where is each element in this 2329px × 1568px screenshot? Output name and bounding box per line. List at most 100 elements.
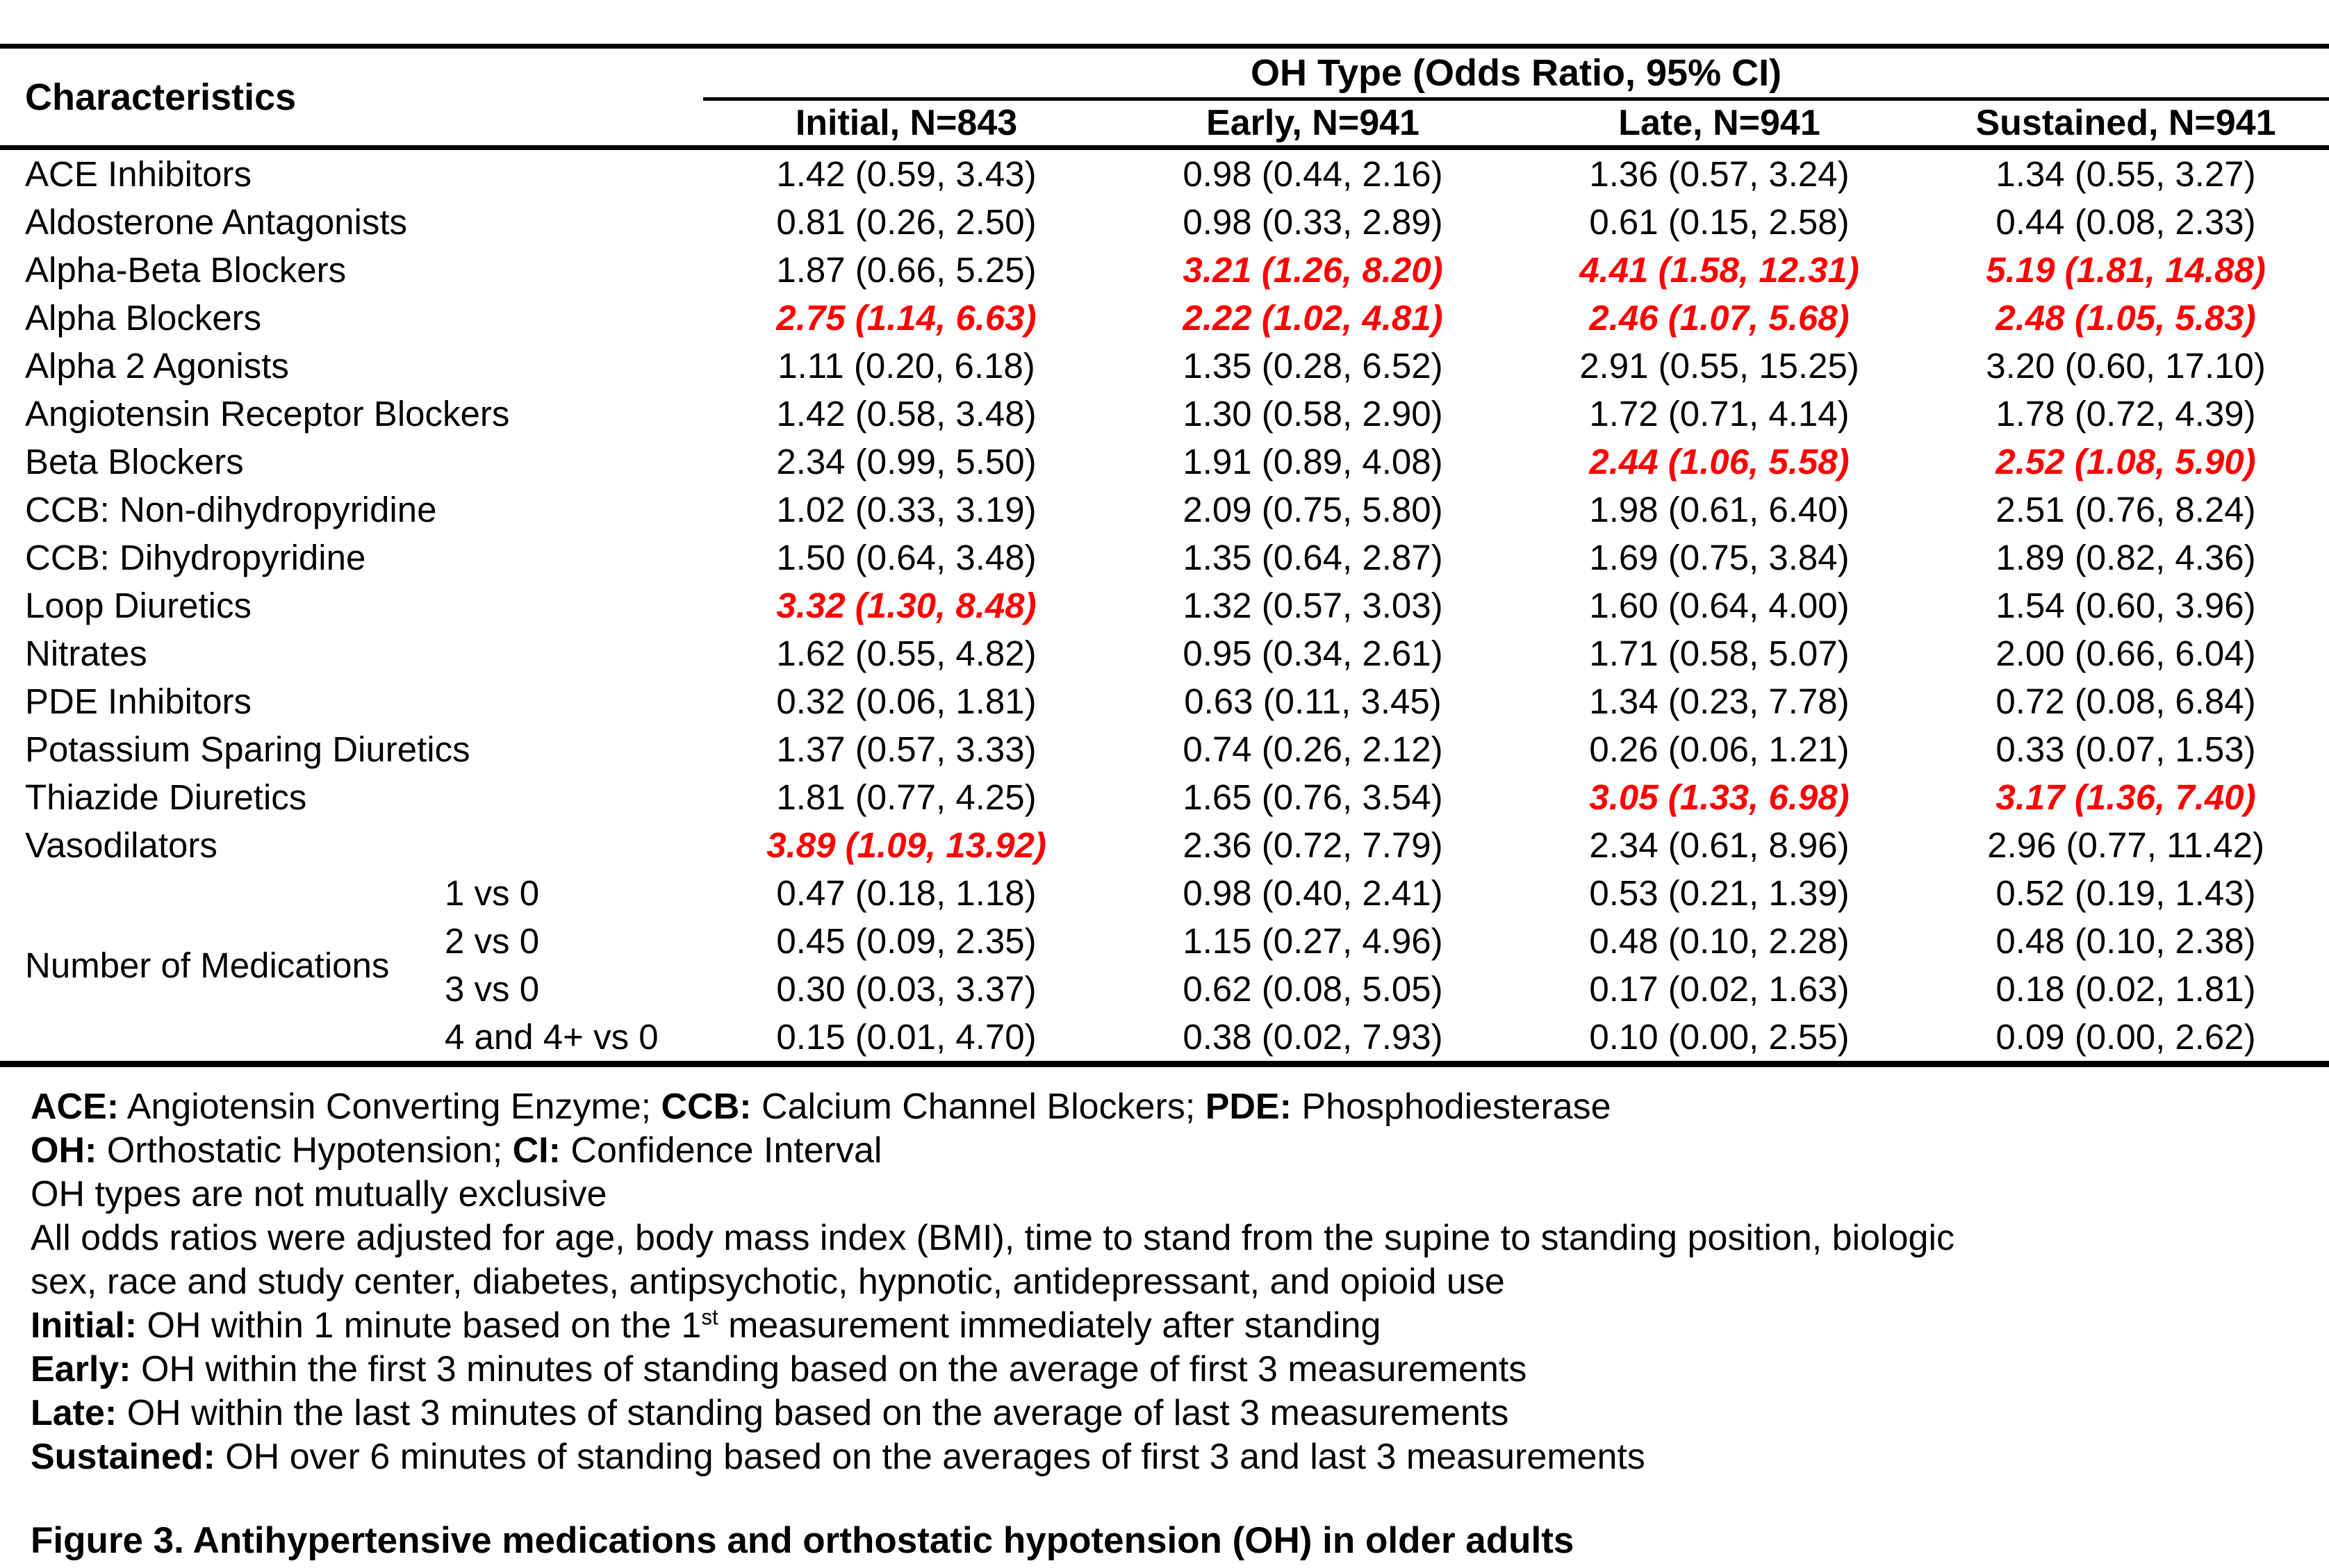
- footnote-text: Calcium Channel Blockers;: [751, 1087, 1205, 1127]
- row-label: Loop Diuretics: [25, 586, 252, 625]
- odds-ratio-value-significant: 2.52 (1.08, 5.90): [1995, 442, 2256, 481]
- footnote-term: OH:: [31, 1130, 97, 1171]
- footnote-text: OH over 6 minutes of standing based on t…: [215, 1437, 1645, 1477]
- odds-ratio-value-significant: 3.89 (1.09, 13.92): [766, 825, 1046, 865]
- row-label: Alpha Blockers: [25, 298, 262, 338]
- odds-ratio-value-significant: 4.41 (1.58, 12.31): [1579, 250, 1859, 290]
- footnote-line: All odds ratios were adjusted for age, b…: [31, 1216, 2329, 1260]
- table-row: PDE Inhibitors 0.32 (0.06, 1.81) 0.63 (0.1…: [0, 677, 2329, 725]
- table-row: Nitrates 1.62 (0.55, 4.82) 0.95 (0.34, 2.6…: [0, 629, 2329, 677]
- footnote-line: sex, race and study center, diabetes, an…: [31, 1260, 2329, 1304]
- odds-ratio-value-significant: 2.75 (1.14, 6.63): [776, 298, 1037, 338]
- odds-ratio-value: 1.78 (0.72, 4.39): [1995, 394, 2256, 434]
- odds-ratio-value: 1.87 (0.66, 5.25): [776, 250, 1037, 290]
- column-header: Early, N=941: [1110, 99, 1516, 150]
- odds-ratio-value: 0.53 (0.21, 1.39): [1589, 873, 1850, 913]
- row-label: Beta Blockers: [25, 442, 244, 481]
- odds-ratio-value: 0.33 (0.07, 1.53): [1995, 729, 2256, 769]
- odds-ratio-value: 0.47 (0.18, 1.18): [776, 873, 1037, 913]
- footnote-line: Late: OH within the last 3 minutes of st…: [31, 1392, 2329, 1435]
- footnote-text: OH within the first 3 minutes of standin…: [131, 1349, 1527, 1389]
- table-row: CCB: Non-dihydropyridine 1.02 (0.33, 3.19…: [0, 486, 2329, 534]
- odds-ratio-value: 0.98 (0.33, 2.89): [1183, 202, 1443, 242]
- odds-ratio-value-significant: 2.44 (1.06, 5.58): [1589, 442, 1850, 481]
- footnote-line: ACE: Angiotensin Converting Enzyme; CCB:…: [31, 1085, 2329, 1129]
- odds-ratio-value: 2.00 (0.66, 6.04): [1995, 634, 2256, 673]
- odds-ratio-value: 2.91 (0.55, 15.25): [1579, 346, 1859, 386]
- row-label: Alpha-Beta Blockers: [25, 250, 347, 290]
- odds-ratio-value: 0.26 (0.06, 1.21): [1589, 729, 1850, 769]
- odds-ratio-value: 0.17 (0.02, 1.63): [1589, 969, 1850, 1009]
- table-row: Alpha 2 Agonists 1.11 (0.20, 6.18) 1.35 (0…: [0, 342, 2329, 390]
- odds-ratio-value: 1.36 (0.57, 3.24): [1589, 154, 1850, 194]
- odds-ratio-value: 0.45 (0.09, 2.35): [776, 921, 1037, 961]
- row-label: Aldosterone Antagonists: [25, 202, 408, 242]
- odds-ratio-value: 1.34 (0.23, 7.78): [1589, 682, 1850, 721]
- row-label: Thiazide Diuretics: [25, 777, 307, 817]
- odds-ratio-value: 3.20 (0.60, 17.10): [1986, 346, 2266, 386]
- odds-ratio-value-significant: 3.21 (1.26, 8.20): [1183, 250, 1443, 290]
- row-label: Potassium Sparing Diuretics: [25, 729, 470, 769]
- odds-ratio-value: 1.02 (0.33, 3.19): [776, 490, 1037, 529]
- odds-ratio-value: 0.72 (0.08, 6.84): [1995, 682, 2256, 721]
- odds-ratio-value: 1.60 (0.64, 4.00): [1589, 586, 1850, 625]
- odds-ratio-value: 1.98 (0.61, 6.40): [1589, 490, 1850, 529]
- table-row: Alpha Blockers 2.75 (1.14, 6.63) 2.22 (1.0…: [0, 294, 2329, 342]
- odds-ratio-value: 1.15 (0.27, 4.96): [1183, 921, 1443, 961]
- odds-ratio-value: 1.35 (0.64, 2.87): [1183, 538, 1443, 577]
- odds-ratio-value: 0.61 (0.15, 2.58): [1589, 202, 1850, 242]
- footnote-term: Late:: [31, 1393, 117, 1433]
- footnote-text: Phosphodiesterase: [1291, 1087, 1611, 1127]
- superscript: st: [701, 1305, 718, 1330]
- odds-ratio-value: 1.65 (0.76, 3.54): [1183, 777, 1443, 817]
- odds-ratio-value: 2.34 (0.61, 8.96): [1589, 825, 1850, 865]
- odds-ratio-value: 1.54 (0.60, 3.96): [1995, 586, 2256, 625]
- table-row: Vasodilators 3.89 (1.09, 13.92) 2.36 (0.72…: [0, 821, 2329, 869]
- odds-ratio-value: 0.81 (0.26, 2.50): [776, 202, 1037, 242]
- footnote-term: PDE:: [1205, 1087, 1292, 1127]
- sub-row-label: 1 vs 0: [445, 873, 540, 913]
- table-row: 4 and 4+ vs 0 0.15 (0.01, 4.70) 0.38 (0.02…: [0, 1013, 2329, 1064]
- footnote-term: ACE:: [31, 1087, 120, 1127]
- footnote-term: Initial:: [31, 1305, 138, 1346]
- odds-ratio-value: 1.50 (0.64, 3.48): [776, 538, 1037, 577]
- odds-ratio-value: 0.15 (0.01, 4.70): [776, 1017, 1037, 1057]
- column-header: Sustained, N=941: [1923, 99, 2329, 150]
- footnote-text: Orthostatic Hypotension;: [97, 1130, 513, 1171]
- row-label: ACE Inhibitors: [25, 154, 252, 194]
- odds-ratio-value: 0.62 (0.08, 5.05): [1183, 969, 1443, 1009]
- odds-ratio-value: 1.37 (0.57, 3.33): [776, 729, 1037, 769]
- footnote-term: Sustained:: [31, 1437, 215, 1477]
- table-row: Number of Medications 1 vs 0 0.47 (0.18, 1…: [0, 869, 2329, 985]
- row-label: CCB: Dihydropyridine: [25, 538, 366, 577]
- table-row: Beta Blockers 2.34 (0.99, 5.50) 1.91 (0.89…: [0, 438, 2329, 486]
- footnote-term: CCB:: [661, 1087, 752, 1127]
- odds-ratio-value: 0.95 (0.34, 2.61): [1183, 634, 1443, 673]
- odds-ratio-value: 1.42 (0.59, 3.43): [776, 154, 1037, 194]
- table-row: CCB: Dihydropyridine 1.50 (0.64, 3.48) 1.3…: [0, 534, 2329, 581]
- footnote-text: Confidence Interval: [560, 1130, 882, 1171]
- footnote-text: OH types are not mutually exclusive: [31, 1174, 607, 1214]
- footnote-term: Early:: [31, 1349, 131, 1389]
- odds-ratio-value: 1.11 (0.20, 6.18): [777, 346, 1035, 386]
- odds-ratio-value: 1.35 (0.28, 6.52): [1183, 346, 1443, 386]
- odds-ratio-value: 1.89 (0.82, 4.36): [1995, 538, 2256, 577]
- odds-ratio-value: 1.62 (0.55, 4.82): [776, 634, 1037, 673]
- footnote-text: OH within 1 minute based on the 1: [137, 1305, 702, 1346]
- sub-row-label: 3 vs 0: [445, 969, 540, 1009]
- table-row: Potassium Sparing Diuretics 1.37 (0.57, 3…: [0, 725, 2329, 773]
- table-row: Loop Diuretics 3.32 (1.30, 8.48) 1.32 (0.5…: [0, 581, 2329, 629]
- odds-ratio-value: 2.96 (0.77, 11.42): [1987, 825, 2264, 865]
- odds-ratio-value-significant: 3.32 (1.30, 8.48): [776, 586, 1037, 625]
- footnote-text: sex, race and study center, diabetes, an…: [31, 1262, 1505, 1302]
- odds-ratio-value: 1.42 (0.58, 3.48): [776, 394, 1037, 434]
- odds-ratio-value: 2.09 (0.75, 5.80): [1183, 490, 1443, 529]
- odds-ratio-value-significant: 3.17 (1.36, 7.40): [1995, 777, 2256, 817]
- odds-ratio-value: 1.34 (0.55, 3.27): [1995, 154, 2256, 194]
- odds-ratio-value: 2.36 (0.72, 7.79): [1183, 825, 1443, 865]
- row-label: CCB: Non-dihydropyridine: [25, 490, 437, 529]
- odds-ratio-value: 1.69 (0.75, 3.84): [1589, 538, 1850, 577]
- footnote-line: Initial: OH within 1 minute based on the…: [31, 1304, 2329, 1348]
- row-label: Angiotensin Receptor Blockers: [25, 394, 510, 434]
